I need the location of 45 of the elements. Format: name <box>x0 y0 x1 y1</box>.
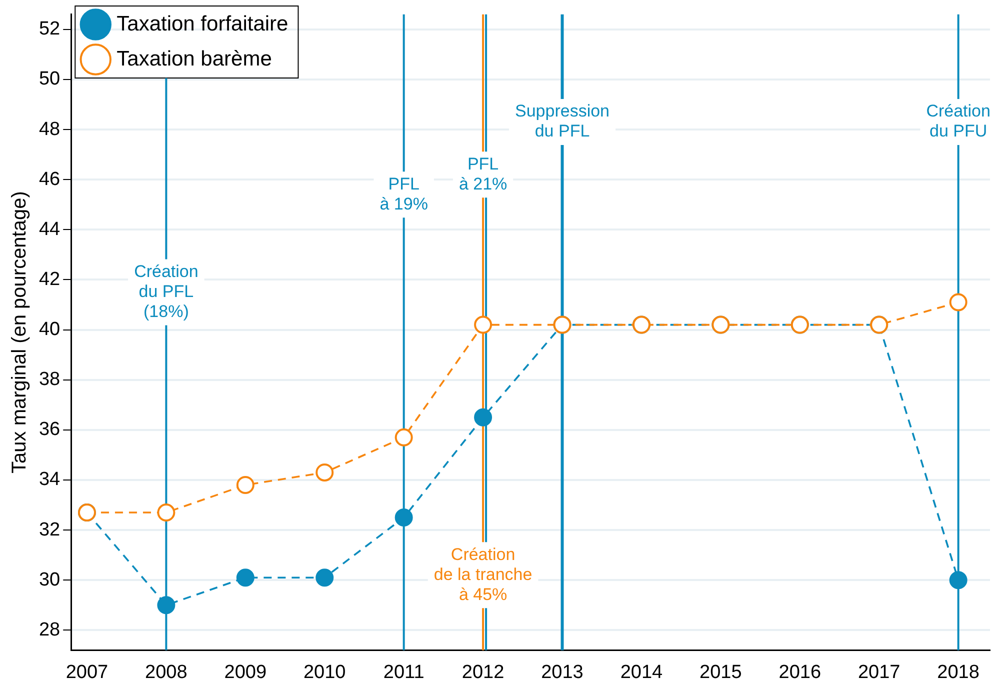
x-tick-label: 2009 <box>224 662 267 683</box>
ref-line-label: PFL à 19% <box>380 174 428 214</box>
y-tick-label: 42 <box>38 268 60 290</box>
x-tick-label: 2015 <box>700 662 742 683</box>
x-tick-label: 2013 <box>541 662 584 683</box>
x-tick-label: 2018 <box>937 662 980 683</box>
legend-label: Taxation forfaitaire <box>116 12 288 36</box>
y-tick-label: 36 <box>38 419 60 440</box>
point <box>157 596 176 614</box>
ref-line-label: Création du PFU <box>926 102 990 141</box>
y-axis-title: Taux marginal (en pourcentage) <box>8 191 31 474</box>
point <box>316 568 334 587</box>
y-tick-label: 28 <box>38 619 60 640</box>
point <box>394 428 413 446</box>
x-tick-label: 2008 <box>145 662 188 683</box>
y-tick-label: 30 <box>38 569 60 590</box>
ref-line-label: Création du PFL (18%) <box>134 262 198 321</box>
y-tick-label: 46 <box>38 168 60 190</box>
x-tick-label: 2017 <box>858 662 900 683</box>
y-tick-label: 40 <box>38 319 60 340</box>
point <box>474 316 492 334</box>
x-tick-label: 2016 <box>778 662 822 683</box>
y-tick-label: 44 <box>38 218 61 240</box>
y-tick-label: 50 <box>38 68 60 90</box>
point <box>949 571 968 590</box>
y-tick-label: 48 <box>38 118 60 140</box>
x-tick-label: 2012 <box>462 662 504 683</box>
x-tick-label: 2011 <box>383 662 424 683</box>
point <box>157 504 176 522</box>
point <box>236 476 254 494</box>
y-tick-label: 52 <box>38 18 60 40</box>
x-tick-label: 2007 <box>66 662 108 683</box>
x-tick-label: 2014 <box>620 662 664 683</box>
x-tick-label: 2010 <box>303 662 346 683</box>
point <box>236 568 254 587</box>
ref-line-label: Suppression du PFL <box>514 102 610 141</box>
y-tick-label: 34 <box>38 469 61 490</box>
legend-label: Taxation barème <box>116 47 272 70</box>
ref-line-label: PFL à 21% <box>458 154 508 194</box>
y-tick-label: 32 <box>38 519 60 540</box>
ref-line-label: Création de la tranche à 45% <box>434 544 532 604</box>
y-tick-label: 38 <box>38 369 60 390</box>
point <box>949 293 968 312</box>
point <box>394 508 413 527</box>
point <box>474 408 492 426</box>
